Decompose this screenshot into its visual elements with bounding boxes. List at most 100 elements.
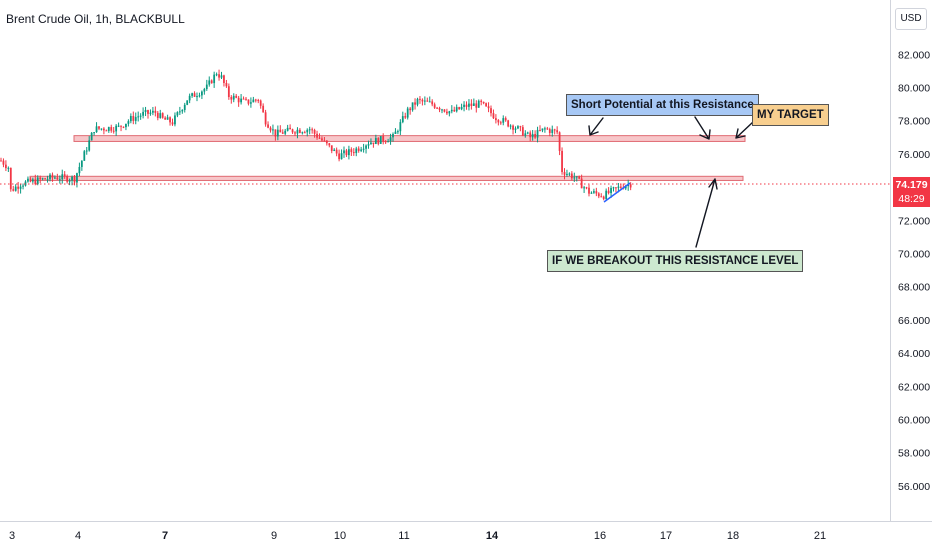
candle bbox=[595, 187, 598, 197]
candle bbox=[164, 116, 167, 120]
candle bbox=[281, 129, 284, 135]
candle bbox=[218, 69, 220, 81]
candle bbox=[343, 146, 345, 158]
candle bbox=[419, 96, 421, 104]
time-tick-label: 11 bbox=[398, 530, 409, 542]
candle bbox=[443, 109, 446, 113]
currency-button[interactable]: USD bbox=[895, 8, 927, 30]
candle bbox=[578, 175, 581, 180]
time-tick-label: 18 bbox=[727, 530, 739, 542]
candle bbox=[7, 166, 10, 173]
candle bbox=[495, 114, 497, 124]
candle bbox=[240, 94, 242, 105]
price-tick-label: 60.000 bbox=[898, 415, 930, 427]
candle bbox=[374, 134, 377, 145]
time-tick-label: 21 bbox=[814, 530, 826, 542]
candle bbox=[499, 120, 502, 125]
candle bbox=[610, 185, 612, 198]
candle bbox=[196, 92, 198, 102]
candle bbox=[237, 95, 240, 107]
candle bbox=[171, 118, 174, 126]
time-tick-label: 9 bbox=[271, 530, 277, 542]
candle bbox=[509, 124, 512, 130]
candle bbox=[73, 175, 76, 186]
candle bbox=[497, 119, 500, 126]
candle bbox=[328, 142, 331, 148]
candle bbox=[276, 125, 279, 141]
candle bbox=[132, 111, 135, 125]
candle bbox=[274, 129, 277, 141]
candle bbox=[458, 106, 461, 110]
candle bbox=[120, 125, 122, 132]
candle bbox=[176, 111, 179, 118]
candle bbox=[423, 96, 426, 106]
candle bbox=[269, 126, 272, 133]
candle bbox=[433, 102, 436, 110]
candle bbox=[370, 138, 372, 145]
candle bbox=[460, 103, 463, 111]
candle bbox=[183, 102, 186, 113]
candle bbox=[546, 126, 549, 130]
candle bbox=[205, 79, 208, 91]
candle bbox=[31, 177, 34, 184]
candle bbox=[362, 143, 365, 153]
candle bbox=[468, 99, 470, 111]
candle bbox=[561, 147, 563, 175]
candle bbox=[105, 129, 108, 132]
annotation-breakout[interactable]: IF WE BREAKOUT THIS RESISTANCE LEVEL bbox=[547, 250, 804, 272]
candle bbox=[61, 169, 64, 184]
candle bbox=[382, 133, 385, 145]
candle bbox=[379, 135, 382, 145]
candle bbox=[9, 167, 12, 192]
annotation-short-potential[interactable]: Short Potential at this Resistance bbox=[566, 94, 759, 116]
candle bbox=[455, 104, 458, 113]
price-tick-label: 78.000 bbox=[898, 116, 930, 128]
price-tick-label: 68.000 bbox=[898, 282, 930, 294]
candle bbox=[272, 124, 274, 135]
candle bbox=[352, 148, 355, 156]
candle bbox=[186, 100, 189, 106]
candle bbox=[450, 105, 453, 114]
annotation-my-target[interactable]: MY TARGET bbox=[752, 104, 829, 126]
candle bbox=[357, 146, 360, 153]
candle bbox=[492, 109, 495, 119]
candle bbox=[438, 106, 441, 113]
candle bbox=[593, 188, 595, 194]
candle bbox=[291, 128, 294, 134]
candle bbox=[612, 186, 615, 192]
candle bbox=[360, 146, 363, 153]
candle bbox=[575, 176, 578, 182]
candle bbox=[448, 110, 451, 117]
candle bbox=[201, 90, 203, 100]
candle bbox=[629, 182, 632, 191]
candle bbox=[507, 119, 510, 128]
candle bbox=[534, 130, 536, 139]
candle bbox=[544, 126, 546, 133]
candle bbox=[252, 96, 255, 103]
candle bbox=[512, 124, 514, 135]
candle bbox=[232, 93, 235, 103]
price-axis-ticks: 82.00080.00078.00076.00074.00072.00070.0… bbox=[898, 49, 930, 493]
candle bbox=[316, 130, 318, 140]
candle bbox=[174, 112, 176, 127]
candle bbox=[58, 175, 61, 184]
candle bbox=[619, 183, 622, 189]
candle bbox=[22, 183, 24, 190]
candle bbox=[504, 116, 507, 122]
last-price-value: 74.179 bbox=[895, 179, 928, 191]
candle bbox=[152, 106, 154, 116]
candle bbox=[254, 98, 257, 103]
resistance-zone bbox=[73, 135, 746, 142]
candle bbox=[392, 132, 394, 142]
candle bbox=[615, 187, 617, 193]
candle bbox=[125, 123, 127, 131]
candle bbox=[367, 140, 370, 149]
candle bbox=[257, 98, 260, 104]
candle bbox=[115, 124, 118, 136]
candle bbox=[548, 127, 551, 137]
candle bbox=[502, 115, 505, 126]
candle bbox=[416, 97, 419, 107]
candle bbox=[198, 92, 201, 98]
